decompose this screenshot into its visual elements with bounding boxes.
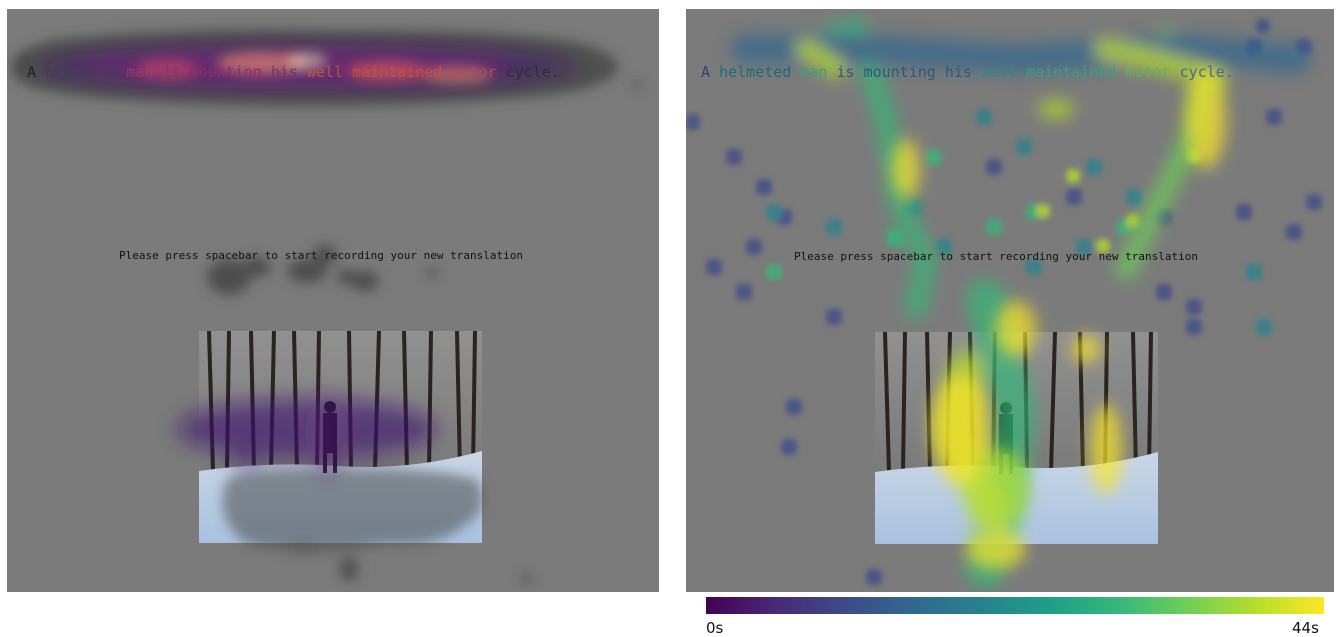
- word: helmeted: [719, 63, 792, 81]
- skier-photo: [199, 331, 482, 543]
- word: man: [126, 63, 154, 81]
- word: well: [306, 63, 344, 81]
- word: is: [162, 63, 181, 81]
- instruction-text: Please press spacebar to start recording…: [794, 250, 1198, 263]
- colorbar-max-label: 44s: [1292, 619, 1319, 637]
- sentence: A helmeted man is mounting his well main…: [27, 63, 560, 81]
- colorbar-min-label: 0s: [706, 619, 724, 637]
- skier-photo: [875, 332, 1158, 544]
- instruction-text: Please press spacebar to start recording…: [119, 249, 523, 262]
- word: motor: [1125, 63, 1171, 81]
- word: A: [701, 63, 711, 81]
- word: mounting: [863, 63, 936, 81]
- word: cycle.: [1179, 63, 1234, 81]
- word: A: [27, 63, 37, 81]
- word: helmeted: [45, 63, 118, 81]
- word: man: [800, 63, 828, 81]
- left-heatmap-panel: A helmeted man is mounting his well main…: [7, 9, 659, 592]
- word: motor: [451, 63, 497, 81]
- sentence: A helmeted man is mounting his well main…: [701, 63, 1234, 81]
- time-colorbar: [706, 597, 1324, 614]
- right-heatmap-panel: A helmeted man is mounting his well main…: [686, 9, 1334, 592]
- word: is: [836, 63, 855, 81]
- word: his: [270, 63, 298, 81]
- skier-photo-graphic: [875, 332, 1158, 544]
- skier-photo-graphic: [199, 331, 482, 543]
- word: cycle.: [505, 63, 560, 81]
- word: his: [944, 63, 972, 81]
- word: maintained: [1026, 63, 1117, 81]
- word: well: [980, 63, 1018, 81]
- word: mounting: [189, 63, 262, 81]
- word: maintained: [352, 63, 443, 81]
